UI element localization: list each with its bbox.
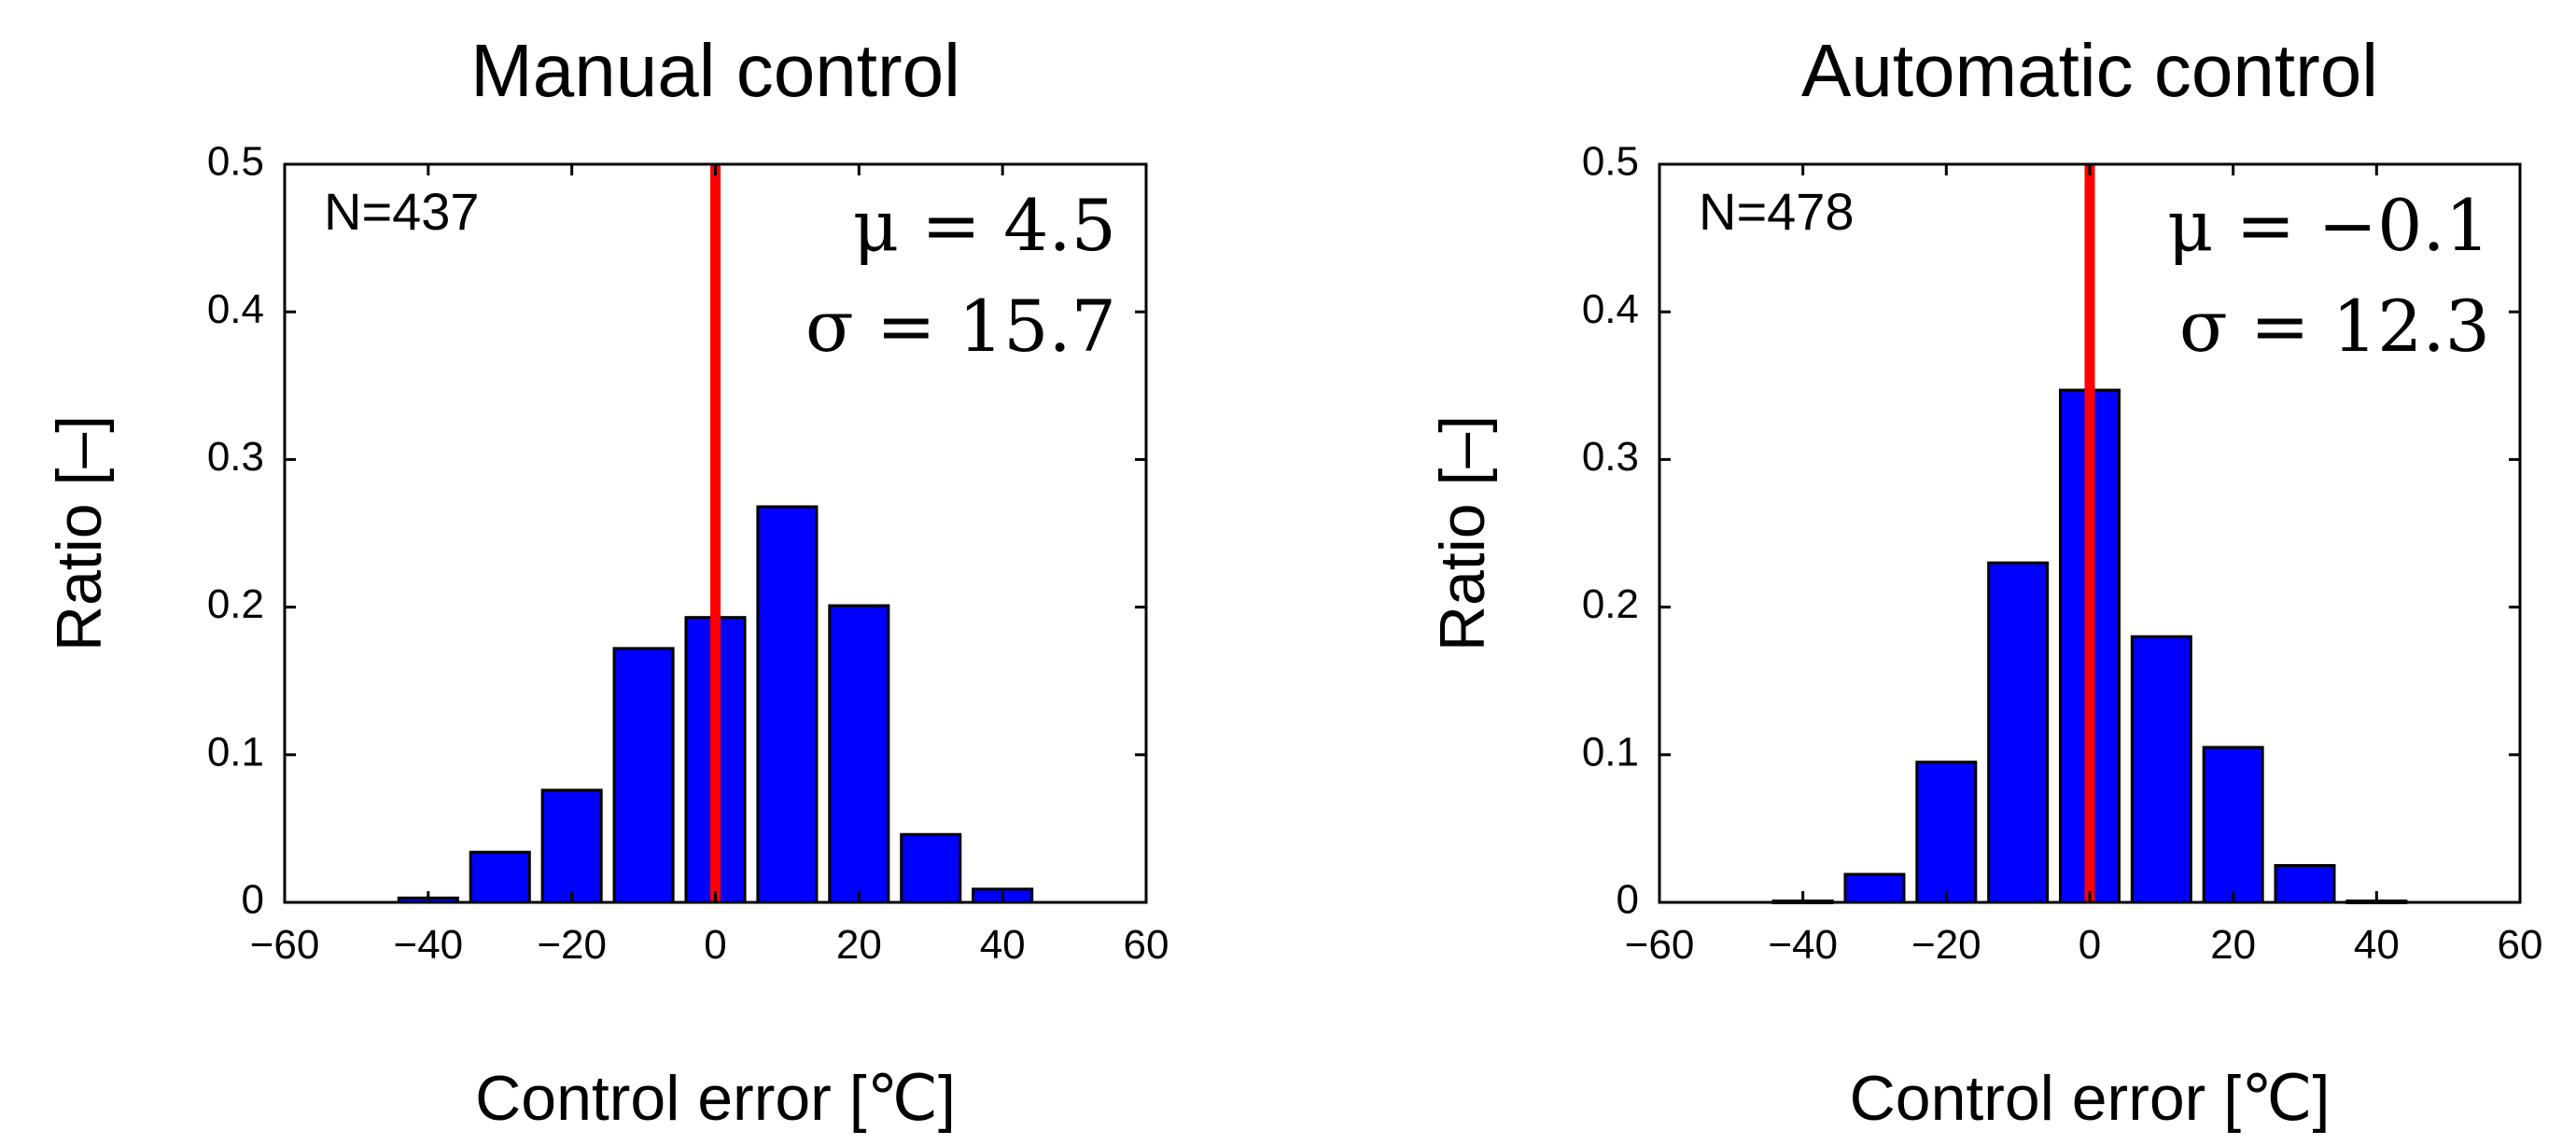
y-tick-label: 0.4	[1582, 286, 1639, 332]
histogram-bar	[756, 505, 819, 904]
x-tick-label: 0	[2079, 922, 2101, 968]
x-tick-label: 60	[1124, 922, 1169, 968]
manual-control-panel: Manual control −60 −40 −20 0 20 40 60 0 0.1 0.2 0.3…	[44, 29, 1169, 1134]
x-axis-label: Control error [℃]	[1850, 1063, 2331, 1134]
sample-count-annotation: N=478	[1699, 182, 1855, 241]
x-tick-label: 20	[836, 922, 882, 968]
mean-annotation: μ = 4.5	[853, 184, 1116, 267]
x-tick-label: −60	[250, 922, 320, 968]
chart-title: Automatic control	[1801, 29, 2378, 112]
x-axis-label: Control error [℃]	[475, 1063, 956, 1134]
y-tick-label: 0	[242, 877, 264, 923]
histogram-bar	[2202, 746, 2264, 904]
sample-count-annotation: N=437	[324, 182, 480, 241]
histogram-bar	[540, 789, 603, 904]
histogram-bar	[1915, 761, 1978, 904]
y-tick-label: 0.3	[207, 434, 264, 480]
x-tick-label: 40	[980, 922, 1026, 968]
std-annotation: σ = 15.7	[805, 285, 1116, 368]
x-tick-label: −40	[1768, 922, 1838, 968]
y-tick-label: 0.1	[207, 729, 264, 775]
y-tick-label: 0.5	[207, 139, 264, 185]
y-axis-label: Ratio [–]	[1427, 415, 1498, 651]
std-annotation: σ = 12.3	[2179, 285, 2490, 368]
y-tick-label: 0.3	[1582, 434, 1639, 480]
histogram-bar	[1987, 561, 2050, 904]
histogram-bar	[1843, 873, 1906, 904]
histogram-bar	[828, 604, 890, 904]
y-tick-label: 0.5	[1582, 139, 1639, 185]
chart-title: Manual control	[470, 29, 960, 112]
y-tick-label: 0.4	[207, 286, 264, 332]
x-tick-label: −20	[537, 922, 607, 968]
y-tick-label: 0.2	[1582, 581, 1639, 627]
y-tick-label: 0.2	[207, 581, 264, 627]
x-tick-label: −40	[394, 922, 464, 968]
histogram-bar	[900, 832, 962, 904]
mean-annotation: μ = −0.1	[2167, 184, 2490, 267]
x-tick-label: 60	[2498, 922, 2543, 968]
x-tick-label: −20	[1911, 922, 1981, 968]
y-tick-label: 0.1	[1582, 729, 1639, 775]
automatic-control-panel: Automatic control −60 −40 −20 0 20 40 60 0 0.1 0.2…	[1427, 29, 2543, 1134]
x-tick-label: 40	[2354, 922, 2400, 968]
histogram-bar	[612, 647, 675, 904]
x-tick-label: −60	[1625, 922, 1695, 968]
histogram-bar	[469, 850, 531, 904]
x-tick-label: 20	[2210, 922, 2256, 968]
y-tick-label: 0	[1617, 877, 1639, 923]
x-tick-label: 0	[704, 922, 726, 968]
histogram-bar	[2274, 863, 2336, 904]
histogram-bar	[2130, 635, 2192, 904]
y-axis-label: Ratio [–]	[44, 415, 115, 651]
